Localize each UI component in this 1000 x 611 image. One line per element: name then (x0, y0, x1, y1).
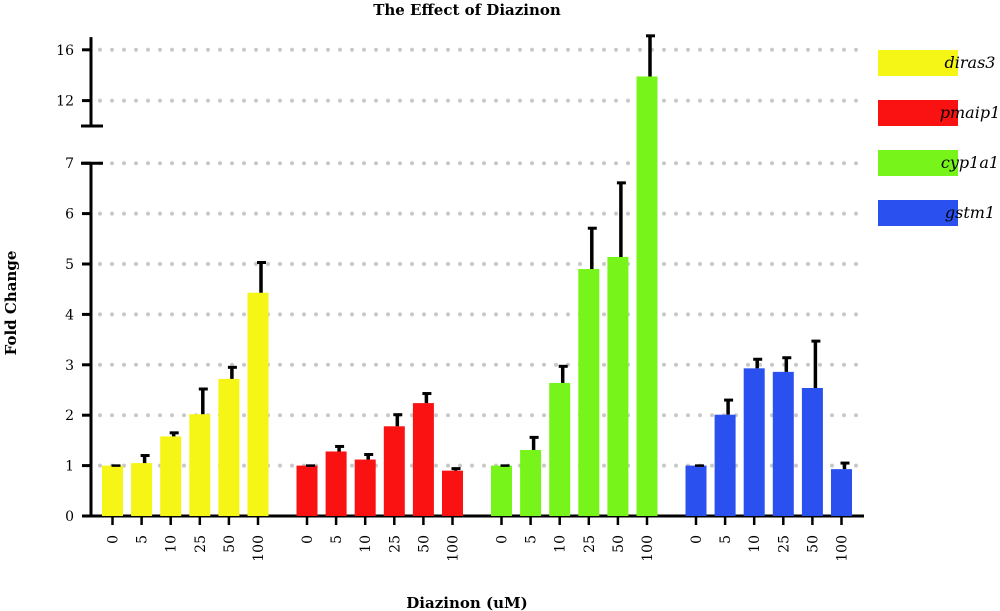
legend-label-pmaip1: pmaip1 (940, 103, 1000, 122)
x-axis-label: Diazinon (uM) (406, 594, 527, 611)
x-tick-label: 0 (106, 535, 122, 544)
legend-swatch-gstm1 (878, 200, 958, 226)
x-tick-label: 25 (776, 535, 792, 553)
bar-cyp1a1-10 (549, 382, 571, 516)
bar-cyp1a1-5 (520, 449, 542, 516)
bar-diras3-25 (189, 414, 211, 516)
x-tick-label: 50 (805, 535, 821, 553)
x-tick-label: 100 (640, 535, 656, 562)
x-tick-label: 100 (251, 535, 267, 562)
legend-swatch-cyp1a1 (878, 150, 958, 176)
legend-label-diras3: diras3 (945, 53, 996, 72)
bar-pmaip1-0 (296, 465, 318, 516)
bar-pmaip1-50 (412, 403, 434, 516)
bar-diras3-5 (131, 463, 153, 516)
x-tick-label: 100 (835, 535, 851, 562)
bar-diras3-10 (160, 436, 182, 516)
bar-pmaip1-100 (442, 470, 463, 516)
y-tick-label: 4 (65, 307, 74, 323)
x-tick-label: 10 (358, 535, 374, 553)
bar-cyp1a1-0 (491, 465, 512, 516)
bar-gstm1-50 (801, 387, 823, 516)
bar-gstm1-100 (831, 469, 852, 516)
y-tick-label: 3 (65, 358, 74, 374)
y-axis-label: Fold Change (2, 251, 20, 356)
bars (102, 34, 852, 516)
bar-pmaip1-10 (354, 459, 376, 516)
x-tick-label: 10 (553, 535, 569, 553)
legend-label-cyp1a1: cyp1a1 (941, 153, 999, 172)
x-tick-label: 50 (611, 535, 627, 553)
legend-label-gstm1: gstm1 (945, 203, 995, 222)
x-tick-label: 0 (689, 535, 705, 544)
bar-diras3-100 (247, 292, 269, 516)
bar-diras3-50 (218, 378, 240, 516)
bar-pmaip1-25 (383, 426, 405, 516)
bar-gstm1-25 (772, 371, 794, 516)
legend-swatch-pmaip1 (878, 100, 958, 126)
y-tick-label: 2 (65, 408, 74, 424)
x-tick-label: 5 (135, 535, 151, 544)
x-tick-label: 50 (222, 535, 238, 553)
x-tick-label: 25 (582, 535, 598, 553)
bar-gstm1-0 (685, 465, 707, 516)
x-tick-label: 50 (416, 535, 432, 553)
x-tick-label: 25 (193, 535, 209, 553)
x-tick-label: 100 (446, 535, 462, 562)
y-tick-label: 12 (56, 94, 74, 110)
y-tick-label: 5 (65, 257, 74, 273)
x-tick-label: 0 (495, 535, 511, 544)
y-tick-label: 16 (56, 43, 74, 59)
x-tick-labels: 0 5 10 25 50 100 0 5 10 25 50 100 0 5 10 25 50 100 0 5 10 25 5… (106, 535, 851, 562)
legend-swatch-diras3 (878, 50, 958, 76)
chart-title: The Effect of Diazinon (373, 1, 561, 19)
x-tick-label: 5 (524, 535, 540, 544)
x-tick-label: 10 (747, 535, 763, 553)
y-tick-label: 0 (65, 509, 74, 525)
x-tick-label: 10 (164, 535, 180, 553)
legend: diras3 pmaip1 cyp1a1 gstm1 (878, 50, 1000, 226)
x-tick-label: 5 (718, 535, 734, 544)
bar-pmaip1-5 (325, 451, 347, 516)
x-tick-label: 0 (300, 535, 316, 544)
bar-cyp1a1-25 (578, 269, 600, 516)
bar-gstm1-5 (714, 414, 736, 516)
bar-cyp1a1-100 (636, 76, 658, 516)
y-tick-label: 7 (65, 156, 74, 172)
bar-diras3-0 (102, 465, 123, 516)
y-tick-label: 1 (65, 459, 74, 475)
x-tick-label: 5 (329, 535, 345, 544)
bar-cyp1a1-50 (607, 256, 629, 516)
x-tick-label: 25 (387, 535, 403, 553)
bar-gstm1-10 (743, 368, 765, 516)
y-tick-label: 6 (65, 207, 74, 223)
